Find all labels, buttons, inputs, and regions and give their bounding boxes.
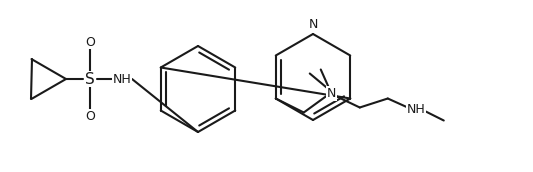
Text: NH: NH <box>112 73 131 85</box>
Text: NH: NH <box>406 103 425 116</box>
Text: N: N <box>308 18 318 31</box>
Text: O: O <box>85 35 95 49</box>
Text: S: S <box>85 72 95 87</box>
Text: O: O <box>85 110 95 122</box>
Text: N: N <box>327 87 336 100</box>
